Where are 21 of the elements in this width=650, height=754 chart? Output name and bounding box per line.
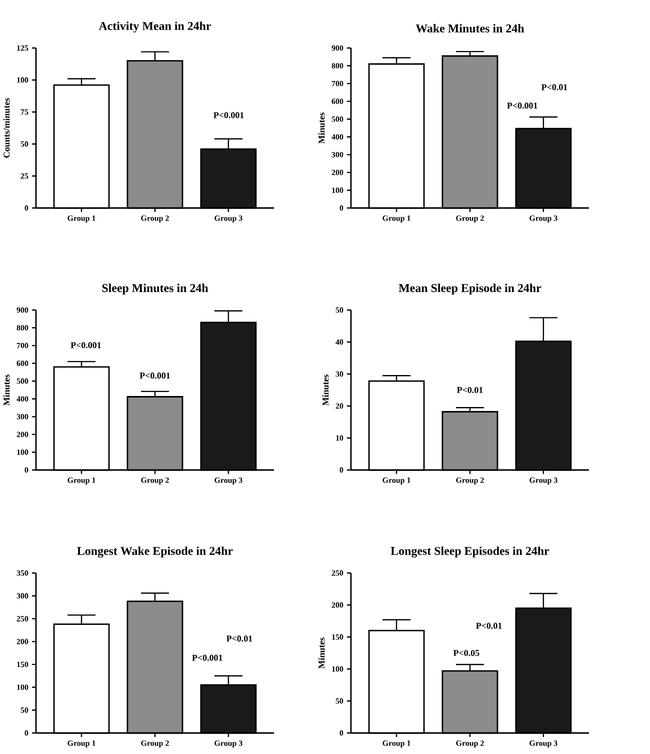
annotation: P<0.001 — [70, 342, 102, 348]
annotation: P<0.01 — [542, 84, 568, 90]
annotation: P<0.001 — [140, 372, 170, 379]
y-axis-title: Minutes — [322, 374, 329, 406]
annotation: P<0.01 — [457, 386, 483, 394]
chart-title: Sleep Minutes in 24h — [102, 284, 208, 295]
chart-title: Longest Sleep Episodes in 24hr — [391, 546, 550, 558]
y-axis-title: Minutes — [318, 638, 325, 669]
y-axis-title: Minutes — [4, 374, 10, 406]
annotation: P<0.01 — [476, 622, 502, 629]
chart-title: Mean Sleep Episode in 24hr — [399, 284, 542, 294]
annotation: P<0.05 — [454, 650, 480, 656]
annotation: P<0.001 — [214, 112, 244, 118]
y-axis-title: Counts/minutes — [4, 98, 10, 158]
y-axis-title: Minutes — [318, 112, 325, 144]
annotation: P<0.001 — [507, 102, 538, 109]
annotation: P<0.001 — [192, 654, 222, 661]
chart-title: Longest Wake Episode in 24hr — [77, 546, 233, 558]
chart-title: Activity Mean in 24hr — [99, 22, 212, 32]
annotation: P<0.01 — [226, 636, 252, 642]
chart-title: Wake Minutes in 24h — [416, 24, 524, 33]
